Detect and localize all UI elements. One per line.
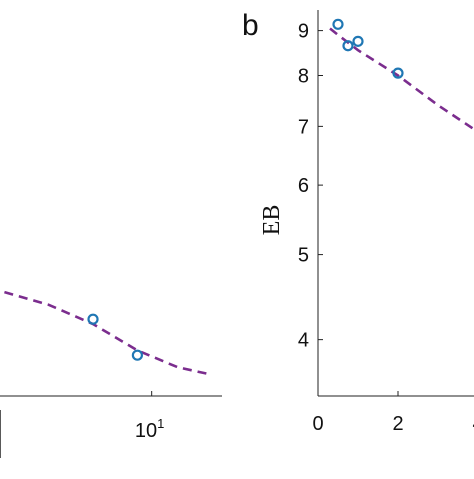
panel-label-b: b — [242, 9, 259, 42]
left-x-tick-exponent: 1 — [157, 416, 164, 431]
right-x-tick-label: 0 — [312, 413, 323, 435]
left-x-tick-label: 101 — [135, 416, 164, 442]
right-y-tick-label: 4 — [298, 330, 309, 352]
right-data-point — [342, 40, 354, 52]
right-y-tick-label: 7 — [298, 116, 309, 138]
right-x-tick-label: 2 — [392, 413, 403, 435]
left-data-point — [87, 313, 99, 325]
right-y-tick-label: 5 — [298, 245, 309, 267]
left-x-tick-base: 10 — [135, 420, 157, 442]
left-panel: 101 — [0, 289, 222, 458]
right-y-tick-label: 6 — [298, 175, 309, 197]
right-data-point — [352, 35, 364, 47]
right-y-tick-label: 8 — [298, 65, 309, 87]
left-data-point — [131, 349, 143, 361]
right-fit-curve — [329, 27, 474, 131]
right-y-tick-label: 9 — [298, 21, 309, 43]
right-panel: 4 5 6 7 8 9 0 2 4 EB — [259, 10, 474, 435]
left-fit-curve — [0, 289, 211, 376]
right-x-tick-label: 4 — [472, 413, 474, 435]
right-data-point — [332, 18, 344, 30]
right-y-axis-label: EB — [259, 205, 285, 236]
right-data-point — [392, 67, 404, 79]
